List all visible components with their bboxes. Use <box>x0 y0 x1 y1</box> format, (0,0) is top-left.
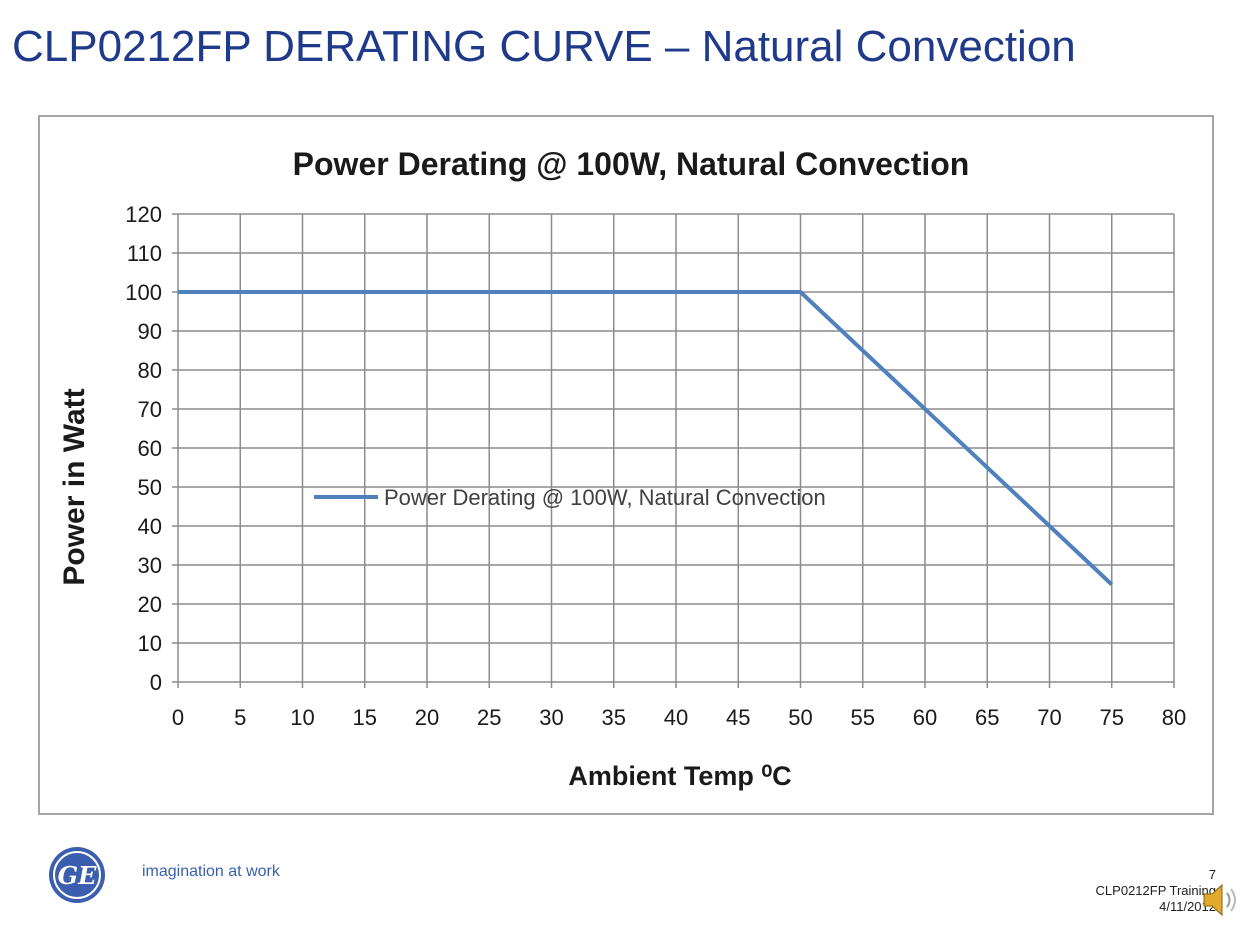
speaker-button[interactable] <box>1200 880 1242 925</box>
y-tick-label: 50 <box>138 475 162 500</box>
x-tick-label: 75 <box>1100 705 1124 730</box>
x-tick-label: 5 <box>234 705 246 730</box>
x-tick-label: 80 <box>1162 705 1186 730</box>
x-tick-label: 10 <box>290 705 314 730</box>
x-tick-label: 55 <box>851 705 875 730</box>
y-tick-label: 120 <box>125 202 162 227</box>
x-tick-label: 45 <box>726 705 750 730</box>
x-tick-label: 65 <box>975 705 999 730</box>
y-tick-label: 10 <box>138 631 162 656</box>
footer-date: 4/11/2012 <box>1159 899 1216 914</box>
page-number: 7 <box>1208 867 1216 882</box>
x-tick-label: 15 <box>353 705 377 730</box>
y-tick-label: 80 <box>138 358 162 383</box>
derating-chart: Power Derating @ 100W, Natural Convectio… <box>58 146 1186 791</box>
legend: Power Derating @ 100W, Natural Convectio… <box>314 485 826 510</box>
slide-footer: 7 CLP0212FP Training 4/11/2012 <box>1096 867 1216 915</box>
speaker-icon <box>1203 883 1236 917</box>
ge-logo: GE <box>47 845 107 905</box>
x-tick-label: 20 <box>415 705 439 730</box>
y-tick-label: 40 <box>138 514 162 539</box>
x-axis-label: Ambient Temp ⁰C <box>568 761 791 791</box>
series-layer <box>178 290 1114 586</box>
x-tick-label: 0 <box>172 705 184 730</box>
chart-title: Power Derating @ 100W, Natural Convectio… <box>293 146 970 182</box>
y-tick-label: 70 <box>138 397 162 422</box>
x-tick-label: 25 <box>477 705 501 730</box>
y-tick-label: 90 <box>138 319 162 344</box>
ge-logo-icon: GE <box>49 847 105 903</box>
series-line <box>178 290 1114 586</box>
y-axis-ticks: 0 10 20 30 40 50 60 70 80 90 100 110 120 <box>125 202 162 695</box>
x-axis-ticks: 0 5 10 15 20 25 30 35 40 45 50 55 60 65 70 75 80 <box>172 705 1186 730</box>
x-tick-label: 70 <box>1037 705 1061 730</box>
y-tick-label: 0 <box>150 670 162 695</box>
x-tick-label: 40 <box>664 705 688 730</box>
x-tick-label: 60 <box>913 705 937 730</box>
legend-label: Power Derating @ 100W, Natural Convectio… <box>384 485 826 510</box>
logo-tagline: imagination at work <box>142 863 280 880</box>
chart-frame: Power Derating @ 100W, Natural Convectio… <box>38 115 1214 815</box>
ge-monogram: GE <box>58 861 97 890</box>
y-axis-label: Power in Watt <box>58 388 91 585</box>
y-tick-label: 110 <box>127 241 162 266</box>
x-tick-label: 35 <box>602 705 626 730</box>
y-tick-label: 60 <box>138 436 162 461</box>
x-tick-label: 50 <box>788 705 812 730</box>
y-tick-label: 100 <box>125 280 162 305</box>
y-tick-label: 30 <box>138 553 162 578</box>
footer-label: CLP0212FP Training <box>1095 883 1216 898</box>
slide-title: CLP0212FP DERATING CURVE – Natural Conve… <box>12 22 1076 71</box>
chart-grid <box>172 213 1175 688</box>
y-tick-label: 20 <box>138 592 162 617</box>
x-tick-label: 30 <box>539 705 563 730</box>
